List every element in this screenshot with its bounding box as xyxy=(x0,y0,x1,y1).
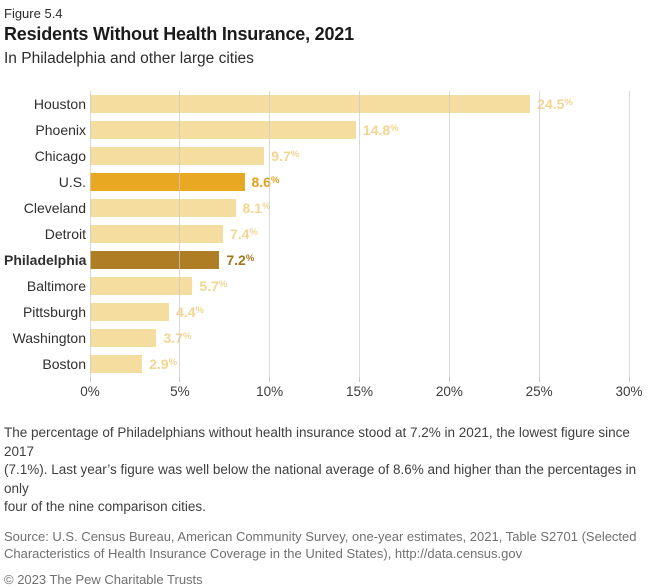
bar-track: 7.4% xyxy=(90,225,629,243)
axis-tick xyxy=(269,377,271,382)
axis-tick xyxy=(359,377,360,382)
category-label: Chicago xyxy=(34,148,86,164)
bar-track: 7.2% xyxy=(90,251,629,269)
bar-track: 5.7% xyxy=(90,277,629,295)
source-line: Characteristics of Health Insurance Cove… xyxy=(4,546,523,561)
value-label: 8.6% xyxy=(251,174,280,190)
category-label: Baltimore xyxy=(26,278,86,294)
value-label: 24.5% xyxy=(537,96,573,112)
value-label: 7.4% xyxy=(229,226,258,242)
copyright-text: © 2023 The Pew Charitable Trusts xyxy=(4,571,203,587)
category-label: Washington xyxy=(12,330,86,346)
percent-sign: % xyxy=(390,123,399,134)
axis-tick xyxy=(538,377,540,382)
note-line: four of the nine comparison cities. xyxy=(4,499,206,514)
bar-chart: Houston 24.5% Phoenix 14.8% Chicago 9.7% U.S. 8… xyxy=(4,91,646,409)
category-label: Cleveland xyxy=(23,200,86,216)
category-label: Phoenix xyxy=(35,122,86,138)
bar-row: Boston 2.9% xyxy=(4,351,646,377)
bar-row: Houston 24.5% xyxy=(4,91,646,117)
percent-sign: % xyxy=(168,357,178,368)
category-label: Philadelphia xyxy=(4,252,87,268)
bar xyxy=(90,173,245,191)
bar xyxy=(90,251,220,269)
value-label: 2.9% xyxy=(149,356,178,372)
bar-track: 3.7% xyxy=(90,329,629,347)
bar-row: Philadelphia 7.2% xyxy=(4,247,646,273)
source-line: Source: U.S. Census Bureau, American Com… xyxy=(4,528,637,544)
bar-row: Phoenix 14.8% xyxy=(4,117,646,143)
bar-track: 24.5% xyxy=(90,95,629,113)
x-axis-labels: 0% 5% 10% 15% 20% 25% 30% xyxy=(80,384,642,402)
bar-rows: Houston 24.5% Phoenix 14.8% Chicago 9.7% U.S. 8… xyxy=(4,91,646,377)
axis-tick xyxy=(179,377,181,382)
percent-sign: % xyxy=(564,97,573,108)
bar xyxy=(90,147,265,165)
bar-row: U.S. 8.6% xyxy=(4,169,646,195)
value-label: 14.8% xyxy=(362,122,399,138)
value-label: 3.7% xyxy=(163,330,192,346)
percent-sign: % xyxy=(218,279,228,290)
bar xyxy=(90,121,356,139)
note-text: The percentage of Philadelphians without… xyxy=(4,424,646,517)
value-label: 4.4% xyxy=(176,304,204,320)
bar-track: 2.9% xyxy=(90,355,629,373)
bar-row: Washington 3.7% xyxy=(4,325,646,351)
percent-sign: % xyxy=(245,253,255,264)
percent-sign: % xyxy=(182,331,192,342)
axis-tick xyxy=(448,377,450,382)
x-axis-tick-label: 5% xyxy=(170,384,190,399)
category-label: Boston xyxy=(42,356,86,372)
percent-sign: % xyxy=(261,201,271,212)
bar xyxy=(90,95,531,113)
bar xyxy=(90,329,157,347)
category-label: Detroit xyxy=(44,226,86,242)
value-label: 9.7% xyxy=(271,148,300,164)
bar xyxy=(90,303,170,321)
percent-sign: % xyxy=(290,149,300,160)
category-label: Houston xyxy=(33,96,86,112)
x-axis-tick-label: 15% xyxy=(345,384,374,399)
bar-row: Baltimore 5.7% xyxy=(4,273,646,299)
bar-row: Pittsburgh 4.4% xyxy=(4,299,646,325)
bar-track: 9.7% xyxy=(90,147,629,165)
bar-row: Cleveland 8.1% xyxy=(4,195,646,221)
axis-tick xyxy=(89,377,91,382)
x-axis-ticks xyxy=(89,377,630,382)
x-axis-tick-label: 25% xyxy=(525,384,553,399)
bar-track: 8.6% xyxy=(90,173,629,191)
category-label: U.S. xyxy=(58,174,86,190)
page-subtitle: In Philadelphia and other large cities xyxy=(4,50,254,67)
x-axis-tick-label: 30% xyxy=(615,384,643,399)
value-label: 8.1% xyxy=(242,200,271,216)
category-label: Pittsburgh xyxy=(22,304,86,320)
bar-row: Chicago 9.7% xyxy=(4,143,646,169)
x-axis-tick-label: 10% xyxy=(256,384,284,399)
bar xyxy=(90,225,223,243)
value-label: 7.2% xyxy=(226,252,255,268)
axis-tick xyxy=(628,377,630,382)
bar xyxy=(90,199,236,217)
source-text: Source: U.S. Census Bureau, American Com… xyxy=(4,528,646,563)
bar xyxy=(90,277,193,295)
percent-sign: % xyxy=(249,227,258,238)
x-axis-tick-label: 20% xyxy=(435,384,463,399)
bar-track: 14.8% xyxy=(90,121,629,139)
bar-track: 8.1% xyxy=(90,199,629,217)
page-title: Residents Without Health Insurance, 2021 xyxy=(4,24,354,44)
percent-sign: % xyxy=(270,175,280,186)
bar-track: 4.4% xyxy=(90,303,629,321)
figure-label: Figure 5.4 xyxy=(4,6,63,21)
value-label: 5.7% xyxy=(199,278,228,294)
note-line: The percentage of Philadelphians without… xyxy=(4,425,630,459)
x-axis-tick-label: 0% xyxy=(80,384,100,399)
percent-sign: % xyxy=(195,305,204,316)
bar xyxy=(90,355,143,373)
note-line: (7.1%). Last year’s figure was well belo… xyxy=(4,462,637,496)
bar-row: Detroit 7.4% xyxy=(4,221,646,247)
